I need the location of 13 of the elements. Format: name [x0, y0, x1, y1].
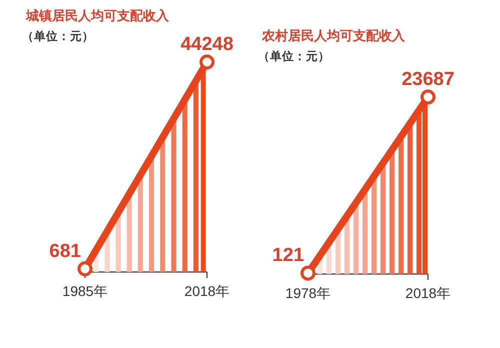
data-label: 681	[49, 240, 82, 262]
bar	[354, 203, 358, 274]
chart-title: 农村居民人均可支配收入	[261, 28, 406, 43]
data-label: 44248	[180, 34, 234, 55]
chart-title: 城镇居民人均可支配收入	[25, 8, 170, 23]
x-tick-label: 2018年	[184, 283, 230, 299]
chart-subtitle: （单位：元）	[22, 29, 94, 43]
x-tick-label: 2018年	[405, 285, 451, 301]
chart-subtitle: （单位：元）	[258, 49, 330, 63]
x-tick-label: 1978年	[285, 285, 331, 301]
x-tick-label: 1985年	[62, 283, 108, 299]
data-label: 121	[272, 245, 304, 266]
data-label: 23687	[402, 69, 454, 90]
